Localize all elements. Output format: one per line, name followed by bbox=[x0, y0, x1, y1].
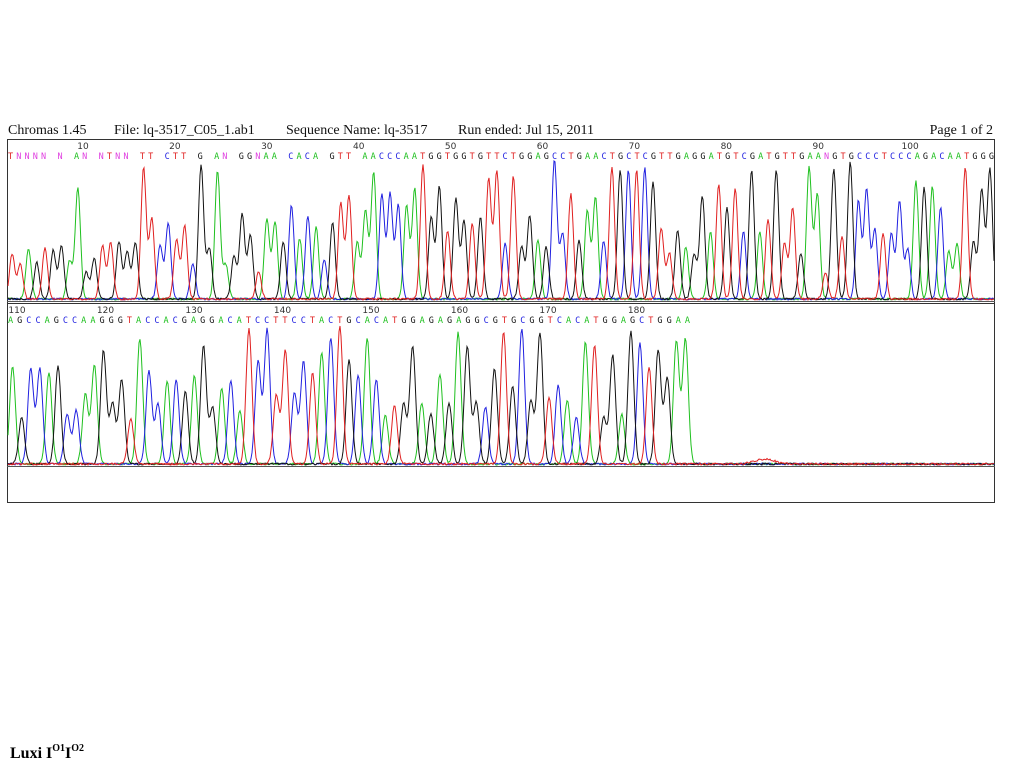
ruler-label: 40 bbox=[353, 142, 365, 152]
program: Chromas 1.45 bbox=[8, 123, 87, 138]
ruler-label: 10 bbox=[77, 142, 89, 152]
ruler-label: 160 bbox=[451, 306, 468, 316]
trace bbox=[7, 161, 995, 301]
footer: Luxi IO1IO2 bbox=[10, 743, 84, 762]
ruler-label: 180 bbox=[628, 306, 645, 316]
ruler-label: 20 bbox=[169, 142, 181, 152]
ruler-label: 50 bbox=[445, 142, 457, 152]
ruler-label: 130 bbox=[185, 306, 202, 316]
trace bbox=[7, 330, 995, 467]
ruler-label: 170 bbox=[539, 306, 556, 316]
frame bbox=[7, 139, 995, 503]
ruler-label: 60 bbox=[537, 142, 549, 152]
file-name: File: lq-3517_C05_1.ab1 bbox=[114, 123, 255, 138]
ruler-label: 110 bbox=[8, 306, 25, 316]
run-date: Run ended: Jul 15, 2011 bbox=[458, 123, 594, 138]
sequence-name: Sequence Name: lq-3517 bbox=[286, 123, 428, 138]
trace bbox=[7, 325, 994, 466]
trace bbox=[7, 164, 994, 302]
ruler-label: 100 bbox=[902, 142, 919, 152]
ruler-label: 150 bbox=[362, 306, 379, 316]
ruler-label: 90 bbox=[812, 142, 824, 152]
ruler-label: 120 bbox=[97, 306, 114, 316]
ruler-label: 30 bbox=[261, 142, 273, 152]
ruler-label: 80 bbox=[721, 142, 733, 152]
ruler-label: 140 bbox=[274, 306, 291, 316]
ruler-label: 70 bbox=[629, 142, 641, 152]
page-number: Page 1 of 2 bbox=[930, 123, 993, 138]
trace bbox=[8, 327, 995, 466]
trace bbox=[7, 331, 995, 466]
